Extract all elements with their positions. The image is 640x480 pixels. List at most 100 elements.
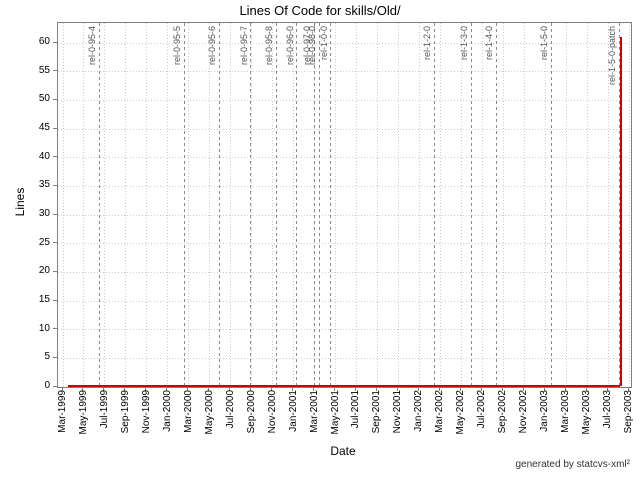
x-tick-mark bbox=[166, 387, 167, 391]
y-tick-label: 45 bbox=[38, 122, 50, 134]
release-label: rel-0-95-6 bbox=[207, 26, 217, 66]
data-line-horizontal bbox=[68, 385, 620, 387]
x-tick-label: Nov-2000 bbox=[266, 390, 278, 434]
y-tick-label: 50 bbox=[38, 93, 50, 105]
release-line bbox=[434, 23, 435, 387]
x-tick-label: May-2001 bbox=[329, 390, 341, 435]
y-gridline bbox=[58, 43, 631, 44]
y-gridline bbox=[58, 329, 631, 330]
x-tick-label: Nov-2001 bbox=[392, 390, 404, 434]
x-gridline bbox=[503, 23, 504, 387]
x-tick-label: Mar-2000 bbox=[182, 390, 194, 433]
x-tick-mark bbox=[334, 387, 335, 391]
x-tick-mark bbox=[292, 387, 293, 391]
y-tick-label: 15 bbox=[38, 294, 50, 306]
x-tick-label: Sep-1999 bbox=[119, 390, 131, 434]
x-tick-label: Sep-2002 bbox=[497, 390, 509, 434]
release-line bbox=[319, 23, 320, 387]
release-line bbox=[551, 23, 552, 387]
x-tick-label: Jul-2002 bbox=[476, 390, 488, 429]
x-tick-mark bbox=[607, 387, 608, 391]
y-tick-mark bbox=[53, 242, 57, 243]
x-tick-label: Sep-2001 bbox=[371, 390, 383, 434]
credit-text: generated by statcvs-xml² bbox=[515, 459, 631, 470]
x-gridline bbox=[167, 23, 168, 387]
x-gridline bbox=[125, 23, 126, 387]
x-tick-mark bbox=[313, 387, 314, 391]
release-label: rel-1-5-0-patch bbox=[607, 26, 618, 86]
x-gridline bbox=[272, 23, 273, 387]
release-line bbox=[471, 23, 472, 387]
data-line-vertical bbox=[620, 37, 622, 386]
y-tick-mark bbox=[53, 156, 57, 157]
y-tick-mark bbox=[53, 70, 57, 71]
x-gridline bbox=[188, 23, 189, 387]
y-tick-mark bbox=[53, 328, 57, 329]
y-tick-label: 40 bbox=[38, 150, 50, 162]
y-tick-label: 35 bbox=[38, 179, 50, 191]
x-tick-label: Nov-1999 bbox=[140, 390, 152, 434]
y-tick-label: 25 bbox=[38, 236, 50, 248]
x-tick-mark bbox=[628, 387, 629, 391]
release-label: rel-0-95-8 bbox=[264, 26, 275, 66]
release-line bbox=[184, 23, 185, 387]
y-tick-label: 30 bbox=[38, 208, 50, 220]
x-gridline bbox=[104, 23, 105, 387]
release-label: rel-0-95-5 bbox=[172, 26, 182, 66]
x-tick-label: Mar-2002 bbox=[434, 390, 446, 433]
y-tick-mark bbox=[53, 214, 57, 215]
release-label: rel-0-98-0 bbox=[307, 26, 317, 66]
release-line bbox=[276, 23, 277, 387]
release-line bbox=[619, 23, 620, 387]
x-gridline bbox=[587, 23, 588, 387]
y-gridline bbox=[58, 186, 631, 187]
x-tick-label: May-2003 bbox=[581, 390, 593, 435]
x-tick-mark bbox=[439, 387, 440, 391]
y-gridline bbox=[58, 301, 631, 302]
x-tick-label: Jan-2002 bbox=[413, 390, 425, 432]
x-tick-mark bbox=[523, 387, 524, 391]
x-tick-label: Jul-2000 bbox=[224, 390, 236, 429]
y-gridline bbox=[58, 157, 631, 158]
y-tick-mark bbox=[53, 271, 57, 272]
y-gridline bbox=[58, 100, 631, 101]
x-tick-label: Mar-1999 bbox=[57, 390, 68, 433]
y-tick-mark bbox=[53, 185, 57, 186]
release-line bbox=[219, 23, 220, 387]
x-tick-mark bbox=[229, 387, 230, 391]
release-line bbox=[250, 23, 251, 387]
y-tick-label: 5 bbox=[44, 351, 50, 363]
x-tick-mark bbox=[355, 387, 356, 391]
x-tick-mark bbox=[397, 387, 398, 391]
x-tick-mark bbox=[481, 387, 482, 391]
x-tick-mark bbox=[145, 387, 146, 391]
x-gridline bbox=[482, 23, 483, 387]
x-gridline bbox=[356, 23, 357, 387]
x-gridline bbox=[209, 23, 210, 387]
y-gridline bbox=[58, 71, 631, 72]
x-tick-mark bbox=[124, 387, 125, 391]
y-tick-mark bbox=[53, 357, 57, 358]
x-tick-mark bbox=[187, 387, 188, 391]
x-tick-mark bbox=[271, 387, 272, 391]
x-tick-mark bbox=[565, 387, 566, 391]
x-gridline bbox=[440, 23, 441, 387]
x-gridline bbox=[377, 23, 378, 387]
release-label: rel-0-96-0 bbox=[284, 26, 295, 66]
release-label: rel-0-95-7 bbox=[238, 26, 249, 66]
x-tick-mark bbox=[82, 387, 83, 391]
x-tick-label: May-2002 bbox=[455, 390, 467, 435]
y-gridline bbox=[58, 215, 631, 216]
release-label: rel-1-5-0 bbox=[539, 26, 549, 61]
x-gridline bbox=[461, 23, 462, 387]
x-tick-mark bbox=[544, 387, 545, 391]
x-tick-label: Nov-2002 bbox=[518, 390, 530, 434]
x-gridline bbox=[293, 23, 294, 387]
x-gridline bbox=[251, 23, 252, 387]
x-tick-label: Sep-2000 bbox=[245, 390, 257, 434]
release-label: rel-1-4-0 bbox=[484, 26, 494, 61]
y-tick-mark bbox=[53, 386, 57, 387]
x-gridline bbox=[230, 23, 231, 387]
release-line bbox=[99, 23, 100, 387]
x-tick-label: Jan-2001 bbox=[287, 390, 299, 432]
